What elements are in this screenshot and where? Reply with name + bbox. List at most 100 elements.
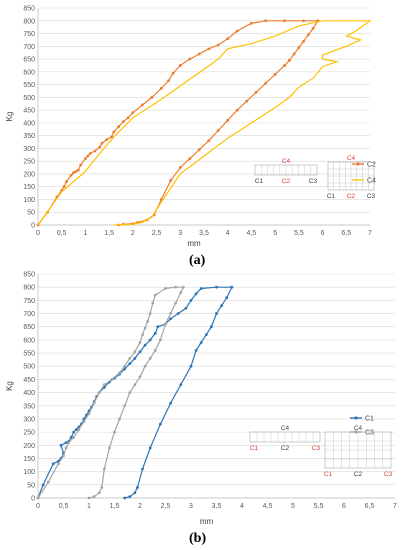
inset-label-c1: C1: [255, 178, 264, 185]
data-point-c2: [110, 135, 113, 139]
data-point-c2: [283, 64, 287, 67]
series-line-c4: [37, 20, 372, 226]
legend-label-c4: C4: [367, 178, 376, 185]
x-tick-label: 4,5: [263, 503, 273, 510]
y-tick-label: 150: [23, 184, 35, 191]
data-point-c2: [178, 64, 182, 67]
y-tick-label: 550: [23, 351, 35, 358]
y-tick-label: 400: [23, 120, 35, 127]
data-point-c3: [153, 293, 157, 297]
data-point-c3: [87, 496, 91, 500]
x-tick-label: 4: [226, 230, 230, 237]
data-point-c1: [133, 491, 137, 495]
data-point-c1: [194, 349, 198, 352]
data-point-c2: [86, 154, 90, 158]
y-tick-label: 550: [23, 82, 35, 89]
data-point-c3: [174, 301, 178, 305]
x-tick-label: 7: [393, 503, 397, 510]
chart-panel-a: 0501001502002503003504004505005506006507…: [5, 6, 376, 249]
x-axis-title: mm: [187, 239, 201, 248]
x-tick-label: 6: [321, 230, 325, 237]
y-tick-label: 100: [23, 197, 35, 204]
data-point-c3: [77, 428, 81, 431]
legend-label-c3: C3: [365, 430, 374, 437]
data-point-c1: [64, 441, 68, 445]
data-point-c1: [176, 312, 180, 315]
data-point-c1: [199, 287, 203, 290]
data-point-c2: [105, 138, 109, 141]
data-point-c2: [292, 52, 296, 56]
data-point-c1: [41, 483, 45, 487]
x-tick-label: 0,5: [59, 503, 69, 510]
inset-label-top: C4: [282, 158, 291, 165]
data-point-c3: [138, 375, 142, 379]
data-point-c1: [69, 435, 73, 439]
data-point-c2: [88, 152, 92, 155]
y-tick-label: 100: [23, 469, 35, 476]
x-tick-label: 2,5: [161, 503, 171, 510]
data-point-c3: [57, 462, 60, 466]
data-point-c1: [156, 325, 160, 329]
inset-specimen-right: C4 C1 C2 C3: [324, 425, 393, 478]
data-point-c1: [136, 486, 139, 489]
data-point-c1: [153, 331, 157, 335]
data-point-c2: [76, 168, 80, 172]
data-point-c2: [264, 81, 268, 85]
data-point-c2: [226, 37, 230, 41]
x-tick-label: 1,5: [104, 230, 114, 237]
x-tick-label: 3: [178, 230, 182, 237]
y-tick-label: 800: [23, 285, 35, 292]
chart-panel-b: 0501001502002503003504004505005506006507…: [5, 272, 397, 527]
inset-label-c2: C2: [354, 471, 363, 478]
inset-label-c1: C1: [250, 445, 259, 452]
inset-label-c3: C3: [309, 178, 318, 185]
data-point-c3: [148, 312, 152, 315]
y-tick-label: 250: [23, 159, 35, 166]
data-point-c2: [207, 47, 211, 51]
data-point-c1: [148, 338, 152, 342]
x-tick-label: 7: [368, 230, 372, 237]
y-tick-label: 50: [27, 210, 35, 217]
data-point-c2: [159, 87, 163, 90]
x-tick-label: 2: [131, 230, 135, 237]
data-point-c2: [216, 43, 220, 47]
panel-label-a: (a): [189, 253, 206, 268]
data-point-c2: [188, 57, 192, 61]
data-point-c3: [146, 320, 150, 323]
data-point-c3: [113, 430, 116, 434]
data-point-c2: [226, 118, 230, 122]
data-point-c3: [108, 446, 111, 450]
data-point-c2: [140, 103, 144, 107]
data-point-c2: [188, 157, 192, 161]
data-point-c1: [230, 285, 234, 289]
data-point-c1: [133, 356, 137, 360]
x-tick-label: 2,5: [152, 230, 162, 237]
data-point-c1: [220, 304, 224, 308]
data-point-c3: [67, 441, 70, 445]
data-point-c3: [159, 338, 162, 342]
y-axis-title: Kg: [5, 381, 14, 391]
data-point-c3: [102, 467, 106, 471]
data-point-c2: [302, 19, 305, 23]
data-point-c3: [128, 391, 132, 394]
data-point-c2: [69, 173, 73, 177]
data-point-c1: [51, 462, 55, 466]
inset-label-top: C4: [347, 155, 356, 162]
x-tick-label: 6,5: [341, 230, 351, 237]
data-point-c3: [164, 287, 167, 290]
data-point-c3: [62, 454, 65, 458]
data-point-c1: [189, 364, 193, 368]
x-tick-label: 5,5: [314, 503, 324, 510]
data-point-c3: [181, 285, 185, 289]
data-point-c1: [215, 312, 218, 315]
data-point-c2: [112, 130, 116, 134]
y-tick-label: 50: [27, 482, 35, 489]
inset-label-c2: C2: [347, 193, 356, 200]
data-point-c3: [82, 420, 86, 423]
data-point-c2: [169, 178, 173, 182]
data-point-c3: [143, 364, 147, 368]
data-point-c3: [87, 412, 91, 416]
y-tick-label: 450: [23, 377, 35, 384]
y-tick-label: 300: [23, 146, 35, 153]
x-tick-label: 4: [240, 503, 244, 510]
